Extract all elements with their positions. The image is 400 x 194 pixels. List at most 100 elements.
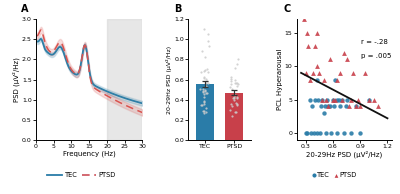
Point: [234, 84, 240, 87]
Point: [344, 98, 351, 101]
Bar: [196, 84, 214, 140]
Point: [199, 50, 206, 53]
Y-axis label: PCL Hyperarousal: PCL Hyperarousal: [276, 49, 282, 110]
Point: [321, 111, 327, 114]
Point: [355, 98, 362, 101]
Point: [309, 105, 315, 108]
Point: [204, 79, 211, 82]
Point: [304, 132, 311, 135]
Point: [200, 110, 206, 113]
Point: [348, 98, 354, 101]
Point: [204, 92, 210, 95]
Point: [313, 65, 320, 68]
Point: [200, 89, 207, 93]
Text: p = .005: p = .005: [362, 53, 392, 59]
Point: [325, 105, 332, 108]
Point: [228, 83, 234, 86]
Point: [357, 105, 363, 108]
Point: [331, 105, 337, 108]
Point: [328, 132, 334, 135]
Point: [336, 98, 342, 101]
Point: [330, 98, 336, 101]
Point: [234, 96, 240, 99]
Text: C: C: [283, 4, 290, 14]
Point: [316, 71, 322, 74]
Point: [201, 28, 208, 31]
Point: [231, 97, 237, 100]
Point: [348, 132, 354, 135]
Point: [205, 45, 212, 48]
Point: [317, 132, 323, 135]
Point: [232, 66, 238, 69]
Point: [315, 98, 322, 101]
Point: [201, 76, 208, 79]
Text: r = -.28: r = -.28: [362, 39, 388, 45]
Point: [307, 78, 313, 81]
Point: [304, 31, 311, 34]
Point: [200, 88, 206, 91]
Point: [322, 98, 329, 101]
Point: [322, 132, 329, 135]
Point: [230, 98, 237, 101]
Point: [201, 102, 207, 105]
Point: [198, 70, 204, 73]
Point: [205, 40, 212, 43]
Point: [352, 105, 359, 108]
Point: [228, 104, 235, 107]
Legend: TEC, PTSD: TEC, PTSD: [45, 170, 119, 181]
Point: [301, 18, 307, 21]
Point: [302, 71, 309, 74]
Point: [311, 132, 317, 135]
Point: [375, 105, 382, 108]
Point: [203, 107, 210, 110]
Point: [334, 78, 341, 81]
Point: [327, 105, 333, 108]
Point: [334, 132, 341, 135]
Point: [200, 92, 207, 95]
Point: [307, 98, 313, 101]
Y-axis label: PSD (μV²/Hz): PSD (μV²/Hz): [12, 57, 20, 102]
Point: [234, 102, 240, 105]
Text: B: B: [174, 4, 182, 14]
Point: [235, 58, 242, 61]
Point: [232, 78, 238, 81]
Point: [229, 114, 235, 117]
Point: [203, 110, 210, 113]
Point: [202, 85, 209, 88]
Point: [343, 58, 350, 61]
Point: [198, 103, 204, 107]
Point: [199, 103, 205, 106]
Point: [232, 110, 239, 113]
Point: [202, 56, 209, 59]
Point: [332, 78, 338, 81]
X-axis label: Frequency (Hz): Frequency (Hz): [63, 151, 116, 157]
Point: [201, 100, 207, 103]
Point: [357, 132, 363, 135]
Point: [233, 101, 240, 104]
Point: [204, 33, 211, 36]
Point: [228, 76, 234, 79]
Point: [346, 105, 352, 108]
Point: [318, 105, 324, 108]
Point: [232, 110, 238, 113]
Point: [350, 71, 356, 74]
Point: [201, 69, 207, 72]
Point: [341, 51, 347, 54]
Point: [201, 95, 208, 98]
Point: [322, 105, 328, 108]
Point: [201, 100, 208, 104]
Point: [330, 98, 336, 101]
Point: [234, 96, 240, 99]
Point: [228, 78, 234, 81]
X-axis label: 20-29Hz PSD (μV²/Hz): 20-29Hz PSD (μV²/Hz): [306, 151, 382, 158]
Point: [232, 94, 238, 97]
Point: [362, 71, 368, 74]
Point: [314, 132, 321, 135]
Point: [233, 103, 240, 106]
Point: [327, 58, 333, 61]
Point: [305, 45, 312, 48]
Point: [232, 81, 239, 85]
Point: [204, 67, 210, 70]
Point: [203, 91, 209, 94]
Point: [319, 98, 325, 101]
